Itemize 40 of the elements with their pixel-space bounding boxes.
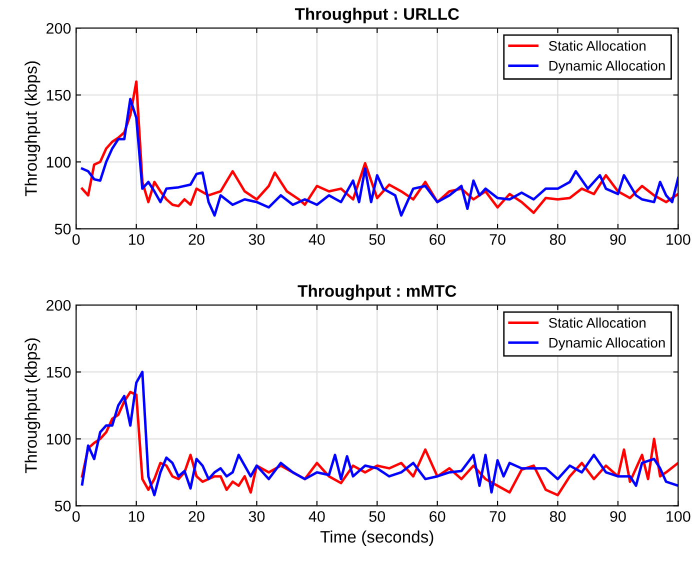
x-tick-label: 20 xyxy=(188,511,204,522)
x-tick-label: 70 xyxy=(490,511,506,522)
y-tick-label: 200 xyxy=(46,22,71,34)
x-tick-label: 90 xyxy=(610,234,626,245)
y-axis-title: Throughput (kbps) xyxy=(24,338,40,474)
x-tick-label: 60 xyxy=(430,511,446,522)
x-tick-label: 0 xyxy=(72,234,80,245)
x-tick-label: 70 xyxy=(490,234,506,245)
y-tick-label: 150 xyxy=(46,366,71,378)
chart-title: Throughput : mMTC xyxy=(298,284,456,300)
x-tick-label: 50 xyxy=(369,511,386,522)
x-tick-label: 50 xyxy=(369,234,386,245)
x-tick-label: 40 xyxy=(308,234,325,245)
x-tick-label: 10 xyxy=(128,234,144,245)
legend-label: Static Allocation xyxy=(548,40,646,51)
y-tick-label: 200 xyxy=(46,300,71,311)
x-tick-label: 80 xyxy=(550,511,566,522)
y-tick-label: 100 xyxy=(46,156,71,168)
x-tick-label: 80 xyxy=(550,234,566,245)
x-tick-label: 20 xyxy=(188,234,204,245)
x-tick-label: 10 xyxy=(128,511,144,522)
x-axis-title: Time (seconds) xyxy=(320,530,434,546)
x-tick-label: 40 xyxy=(308,511,325,522)
y-tick-label: 50 xyxy=(54,224,71,234)
x-tick-label: 0 xyxy=(72,511,80,522)
x-tick-label: 30 xyxy=(248,234,265,245)
x-tick-label: 100 xyxy=(666,511,690,522)
y-tick-label: 100 xyxy=(46,434,71,445)
x-tick-label: 100 xyxy=(666,234,690,245)
y-axis-title: Throughput (kbps) xyxy=(24,61,40,196)
y-tick-label: 150 xyxy=(46,90,71,101)
x-tick-label: 60 xyxy=(430,234,446,245)
y-tick-label: 50 xyxy=(54,500,71,512)
legend-label: Static Allocation xyxy=(548,318,646,328)
legend-label: Dynamic Allocation xyxy=(549,60,665,74)
line-series xyxy=(80,370,678,496)
chart-title: Throughput : URLLC xyxy=(294,8,460,24)
x-tick-label: 30 xyxy=(248,511,265,522)
x-tick-label: 90 xyxy=(610,511,626,522)
legend-label: Dynamic Allocation xyxy=(549,337,665,350)
